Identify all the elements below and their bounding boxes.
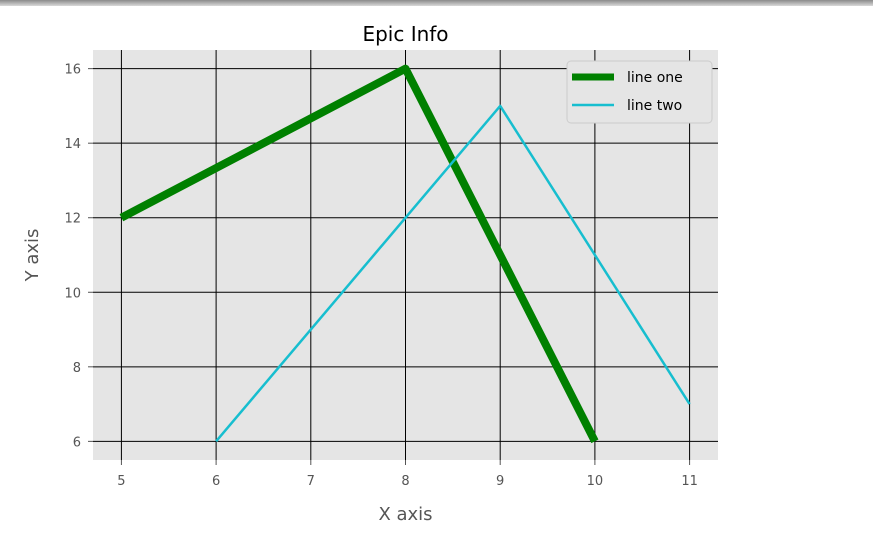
y-tick-label: 10 <box>64 286 81 301</box>
x-tick-label: 7 <box>307 474 315 489</box>
x-tick-label: 8 <box>401 474 409 489</box>
x-tick-label: 10 <box>587 474 604 489</box>
x-axis-label: X axis <box>378 504 432 525</box>
x-tick-label: 5 <box>117 474 125 489</box>
legend-label-line-two: line two <box>627 98 682 114</box>
y-axis-label: Y axis <box>22 229 43 283</box>
y-tick-label: 16 <box>64 63 81 78</box>
series-line-one <box>119 64 599 444</box>
y-tick-label: 8 <box>73 361 81 376</box>
chart-title: Epic Info <box>362 22 448 46</box>
series-line-two <box>215 104 691 443</box>
y-tick-label: 6 <box>73 435 81 450</box>
x-tick-label: 6 <box>212 474 220 489</box>
tick-labels: 5 6 7 8 9 10 11 6 8 10 12 14 16 <box>64 63 697 489</box>
series <box>119 64 691 444</box>
y-tick-label: 12 <box>64 212 81 227</box>
legend-label-line-one: line one <box>627 70 683 86</box>
y-tick-label: 14 <box>64 137 81 152</box>
legend: line one line two <box>566 60 713 124</box>
window-top-border <box>0 0 873 6</box>
x-tick-label: 9 <box>496 474 504 489</box>
x-tick-label: 11 <box>681 474 698 489</box>
